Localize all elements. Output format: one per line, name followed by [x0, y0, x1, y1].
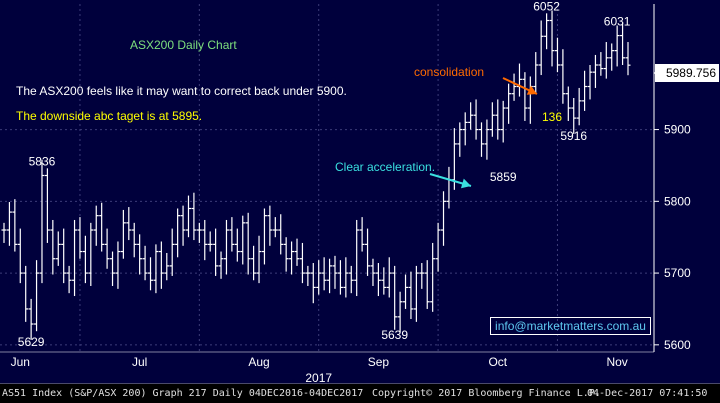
- point-label: 5836: [29, 154, 56, 168]
- range-points-label: 136: [542, 110, 563, 124]
- status-bar: AS51 Index (S&P/ASX 200) Graph 217 Daily…: [0, 383, 720, 403]
- consolidation-label: consolidation: [414, 65, 485, 79]
- point-label: 5629: [18, 335, 45, 349]
- y-tick-label: 5700: [664, 266, 691, 280]
- y-tick-label: 5600: [664, 338, 691, 352]
- point-label: 6031: [604, 15, 631, 29]
- commentary-text: The ASX200 feels like it may want to cor…: [16, 84, 347, 98]
- x-tick-label: Oct: [488, 355, 507, 369]
- y-tick-label: 5900: [664, 123, 691, 137]
- x-tick-label: Sep: [368, 355, 390, 369]
- x-tick-label: Jun: [11, 355, 30, 369]
- acceleration-arrow-head: [460, 178, 471, 189]
- point-label: 5916: [560, 129, 587, 143]
- point-label: 6052: [533, 0, 560, 14]
- timestamp-text: 04-Dec-2017 07:41:50: [587, 388, 708, 399]
- copyright-text: Copyright© 2017 Bloomberg Finance L.P.: [372, 388, 601, 399]
- consolidation-arrow-head: [526, 85, 537, 95]
- x-axis-year-label: 2017: [305, 371, 332, 385]
- website-label: info@marketmatters.com.au: [490, 317, 651, 335]
- acceleration-label: Clear acceleration.: [335, 160, 436, 174]
- target-text: The downside abc taget is at 5895.: [16, 109, 203, 123]
- chart-title: ASX200 Daily Chart: [130, 38, 237, 52]
- x-tick-label: Jul: [132, 355, 147, 369]
- security-description: AS51 Index (S&P/ASX 200) Graph 217 Daily…: [2, 388, 364, 399]
- last-price-tag: 5989.756: [655, 64, 719, 82]
- y-tick-label: 5800: [664, 194, 691, 208]
- x-tick-label: Nov: [606, 355, 627, 369]
- x-tick-label: Aug: [248, 355, 269, 369]
- point-label: 5639: [381, 328, 408, 342]
- point-label: 5859: [490, 170, 517, 184]
